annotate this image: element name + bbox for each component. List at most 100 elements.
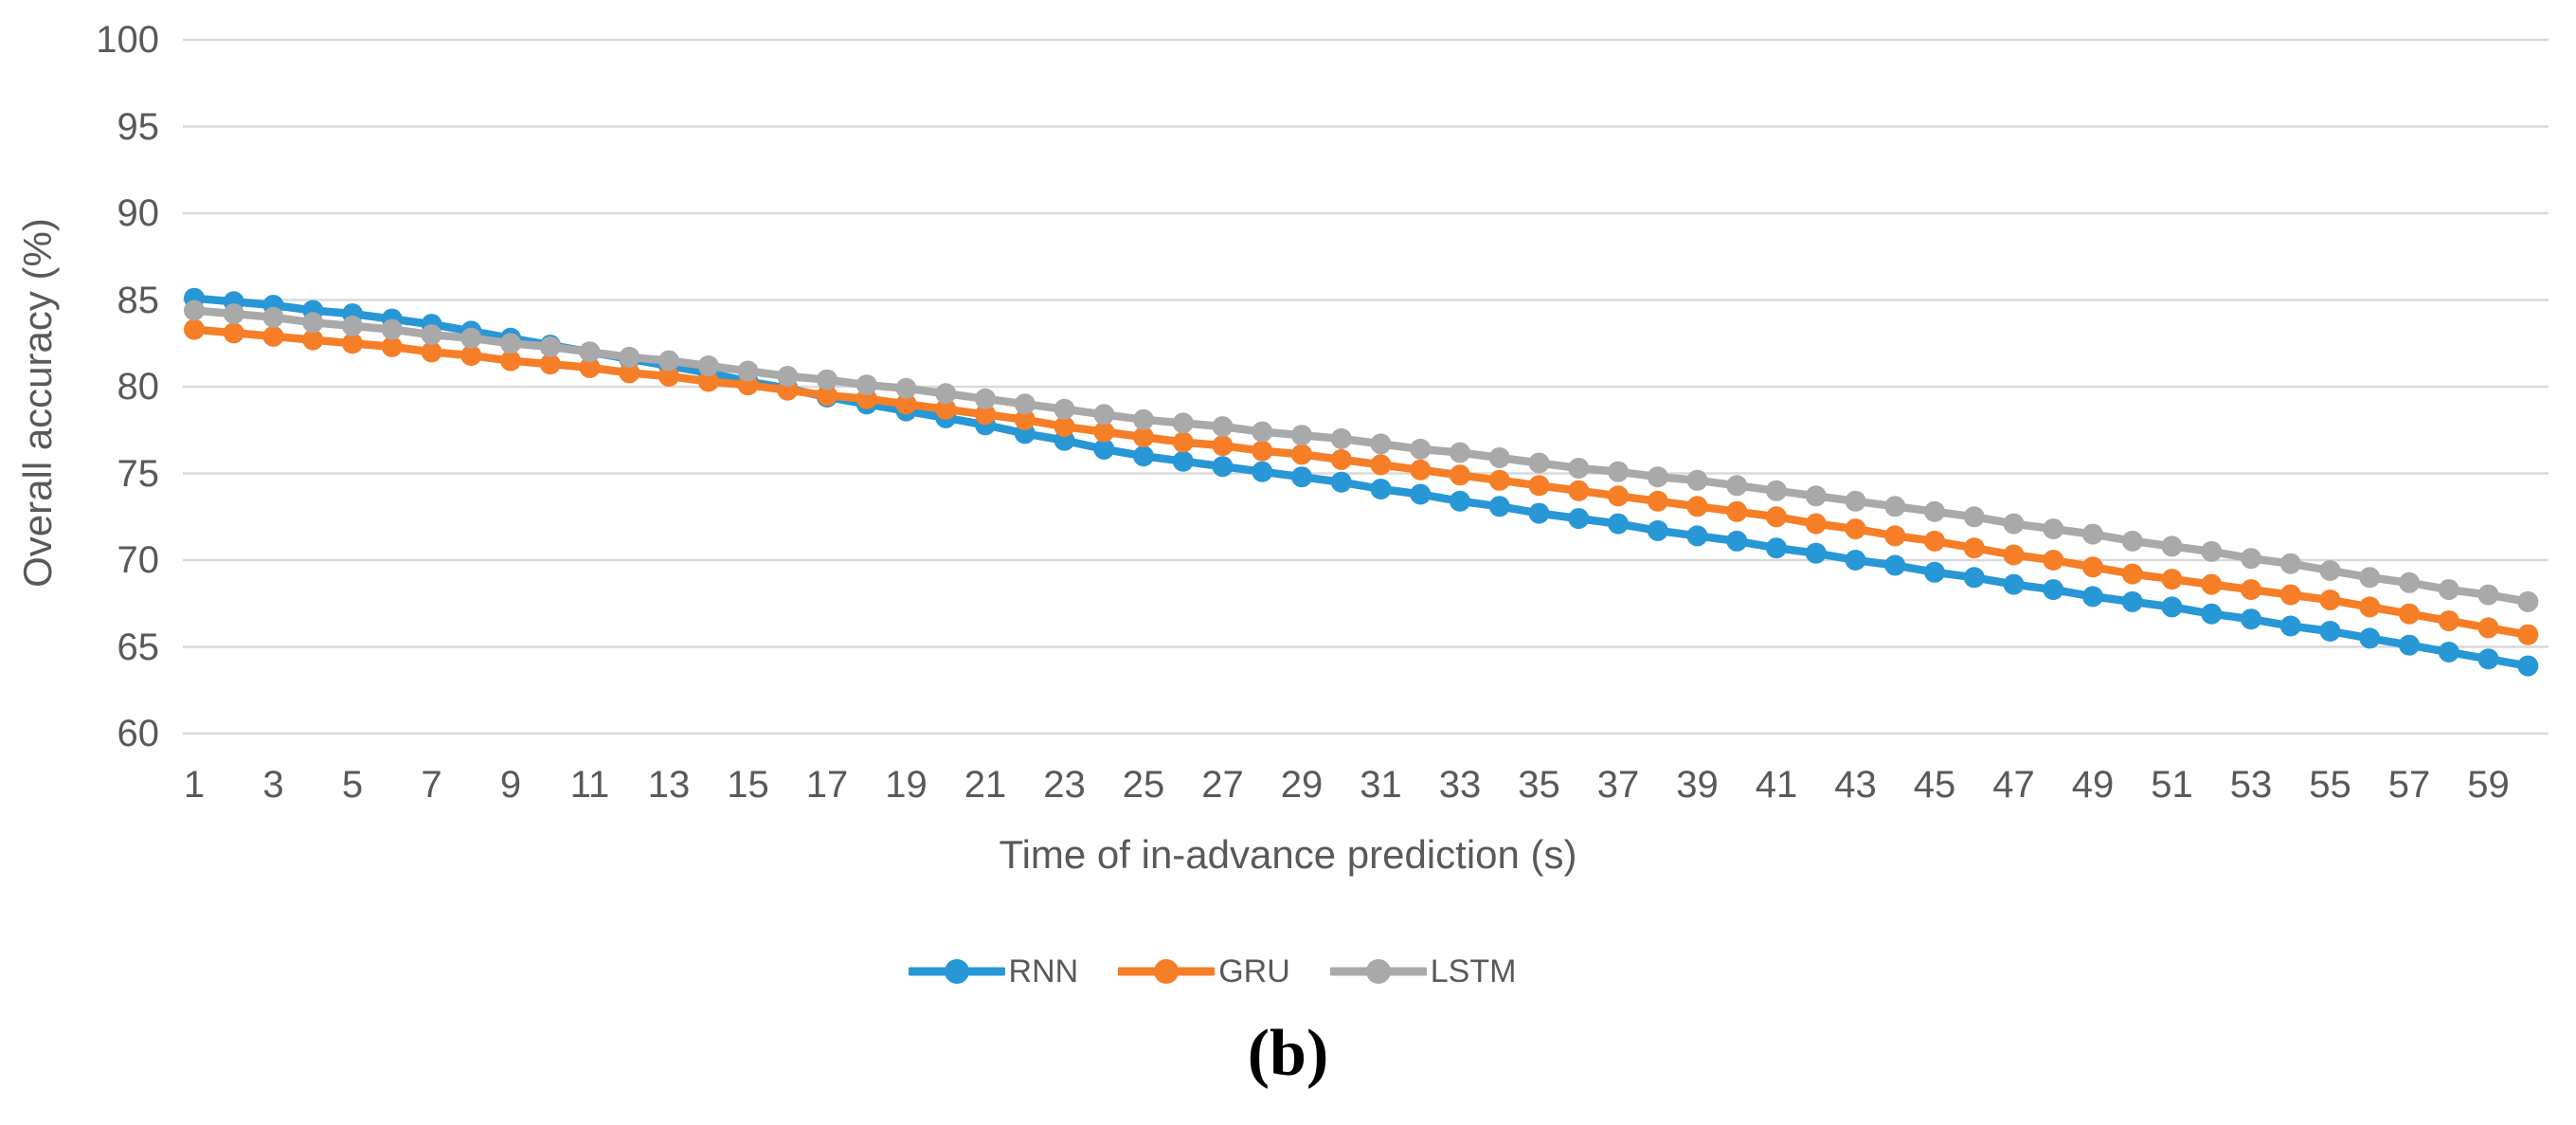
x-tick-label: 55 (2309, 764, 2351, 806)
legend-marker-rnn (908, 959, 1005, 984)
data-point-rnn (2279, 615, 2301, 637)
data-point-lstm (184, 299, 205, 321)
data-point-gru (1330, 448, 1352, 470)
data-point-gru (2201, 573, 2223, 595)
data-point-lstm (342, 315, 363, 336)
x-axis-title: Time of in-advance prediction (s) (999, 832, 1577, 877)
data-point-gru (2082, 556, 2103, 578)
data-point-lstm (262, 306, 284, 328)
y-tick-label: 95 (117, 105, 160, 148)
data-point-gru (975, 404, 996, 426)
data-point-gru (1252, 440, 1273, 462)
x-tick-label: 19 (885, 764, 928, 806)
data-point-gru (500, 350, 521, 372)
data-point-gru (658, 366, 679, 387)
data-point-rnn (2043, 579, 2064, 601)
data-point-lstm (2279, 553, 2301, 574)
legend-item-lstm: LSTM (1329, 955, 1516, 988)
data-point-rnn (1686, 525, 1708, 547)
y-tick-label: 100 (96, 19, 159, 61)
data-point-lstm (223, 303, 244, 325)
y-tick-label: 65 (117, 626, 160, 668)
data-point-rnn (1884, 554, 1906, 576)
data-point-rnn (2003, 573, 2025, 595)
data-point-lstm (1963, 506, 1985, 528)
data-point-gru (2517, 624, 2539, 645)
data-point-gru (1212, 435, 1234, 457)
data-point-gru (1805, 513, 1827, 535)
data-point-lstm (460, 327, 482, 349)
data-point-gru (2241, 579, 2261, 601)
x-tick-label: 17 (805, 764, 849, 806)
data-point-rnn (2241, 608, 2261, 630)
data-point-lstm (1054, 398, 1075, 420)
data-point-gru (817, 385, 838, 407)
data-point-lstm (2477, 584, 2499, 606)
x-tick-label: 43 (1834, 764, 1877, 806)
data-point-lstm (1133, 408, 1154, 430)
data-point-lstm (1766, 480, 1787, 501)
data-point-gru (1726, 500, 1748, 522)
data-point-gru (619, 362, 640, 384)
data-point-lstm (2082, 523, 2103, 545)
x-tick-label: 39 (1676, 764, 1719, 806)
data-point-lstm (817, 369, 838, 390)
legend-label: GRU (1218, 953, 1290, 989)
x-tick-label: 27 (1201, 764, 1244, 806)
data-point-gru (1924, 530, 1945, 552)
data-point-lstm (658, 350, 679, 372)
data-point-rnn (1330, 471, 1352, 493)
data-point-rnn (1726, 530, 1748, 552)
data-point-lstm (2438, 579, 2459, 601)
data-point-gru (1963, 537, 1985, 559)
legend-item-gru: GRU (1118, 955, 1290, 988)
data-point-gru (302, 329, 324, 351)
data-point-gru (2003, 544, 2025, 566)
x-tick-label: 51 (2151, 764, 2193, 806)
data-point-gru (1054, 416, 1075, 438)
data-point-gru (460, 345, 482, 367)
data-point-lstm (500, 333, 521, 354)
chart-legend: RNN GRU LSTM (0, 955, 2500, 988)
data-point-gru (1291, 444, 1312, 465)
x-tick-label: 3 (262, 764, 284, 806)
data-point-gru (421, 341, 442, 363)
data-point-lstm (1608, 461, 1629, 482)
x-tick-label: 53 (2229, 764, 2273, 806)
data-point-lstm (1093, 404, 1115, 426)
data-point-lstm (2121, 530, 2143, 552)
data-point-gru (895, 393, 917, 415)
data-point-lstm (1370, 433, 1392, 455)
data-point-rnn (2319, 621, 2341, 642)
data-point-rnn (1647, 519, 1668, 541)
y-tick-label: 75 (117, 452, 160, 495)
x-tick-label: 31 (1360, 764, 1402, 806)
legend-marker-lstm (1329, 959, 1427, 984)
data-point-lstm (935, 383, 957, 405)
data-point-rnn (1291, 466, 1312, 488)
data-point-lstm (421, 324, 442, 346)
data-point-gru (1766, 506, 1787, 528)
data-point-rnn (2438, 642, 2459, 662)
data-point-lstm (1450, 442, 1470, 463)
data-point-lstm (895, 377, 917, 399)
figure-caption: (b) (1247, 1017, 1329, 1090)
data-point-lstm (2003, 513, 2025, 535)
data-point-lstm (737, 360, 759, 382)
data-point-rnn (1845, 550, 1866, 571)
data-point-lstm (1924, 500, 1945, 522)
data-point-lstm (1647, 466, 1668, 488)
data-point-gru (2359, 596, 2381, 618)
data-point-lstm (1014, 393, 1036, 415)
data-point-gru (1014, 408, 1036, 430)
data-point-gru (381, 336, 403, 357)
data-point-gru (2161, 569, 2183, 590)
data-point-rnn (1370, 479, 1392, 499)
data-point-gru (2043, 550, 2064, 571)
data-point-gru (579, 356, 601, 378)
data-point-gru (2121, 563, 2143, 585)
data-point-lstm (1845, 490, 1866, 512)
data-point-rnn (1212, 456, 1234, 478)
